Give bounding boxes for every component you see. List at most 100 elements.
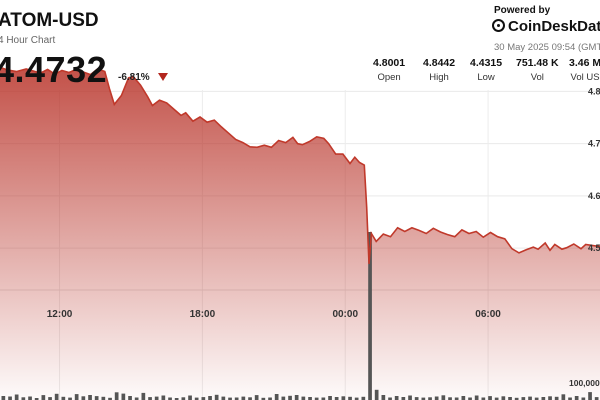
volume-bar [541,397,546,400]
volume-bar [81,396,86,400]
volume-bar [28,396,32,400]
volume-bar [108,397,112,400]
stat-vol-label: Vol [530,72,544,83]
volume-bar [368,232,372,400]
volume-bar [148,397,152,400]
volume-bar [561,394,566,400]
chart-subtitle: 4 Hour Chart [0,35,56,46]
stat-open-value: 4.8001 [373,57,406,69]
current-price: 4.4732 [0,49,108,90]
volume-bar [214,394,219,400]
stat-high-label: High [429,72,449,83]
stat-open-label: Open [377,72,401,83]
volume-bar [201,397,206,400]
volume-bar [254,395,259,400]
volume-bar [94,396,99,400]
volume-bar [168,397,172,400]
volume-bar [421,397,426,400]
brand-logo: CoinDeskData [492,18,600,35]
volume-bar [308,397,312,400]
volume-bar [441,395,446,400]
stat-high: 4.8442 High [423,57,455,83]
volume-bar [261,397,266,400]
volume-bar [54,393,59,400]
volume-bar [328,396,332,400]
volume-bar [134,397,139,400]
volume-bar [101,396,106,400]
y-tick-label: 4.6 [588,191,600,201]
volume-bar [114,392,119,400]
volume-bar [468,397,472,400]
volume-bar [434,396,439,400]
volume-bar [568,397,572,400]
stat-open: 4.8001 Open [373,57,405,83]
price-area [0,67,600,400]
volume-bar [581,397,586,400]
triangle-down-icon [158,73,168,81]
volume-bar [128,396,132,400]
volume-bar [1,396,6,400]
x-tick-label: 06:00 [475,309,501,320]
volume-bar [241,396,246,400]
stat-low: 4.4315 Low [470,57,502,83]
volume-bar [228,397,232,400]
volume-bars [1,232,599,400]
volume-bar [381,395,386,400]
volume-bar [268,397,272,400]
volume-bar [194,397,199,400]
volume-bar [401,397,406,400]
volume-bar [301,396,306,400]
volume-bar [594,397,599,400]
volume-bar [334,397,339,400]
chart-title: ATOM-USD [0,10,99,31]
volume-bar [34,398,39,400]
volume-bar [348,396,352,400]
volume-bar [574,396,579,400]
y-tick-label: 4.5 [588,243,600,253]
chart-axes: 12:00 18:00 00:00 06:00 4.5 4.6 4.7 4.8 100,000 [47,86,600,388]
x-tick-label: 12:00 [47,309,73,320]
volume-bar [394,396,399,400]
volume-bar [461,396,466,400]
volume-bar [374,389,379,400]
volume-bar [481,397,486,400]
stat-vol-usd-label: Vol US [570,72,600,83]
volume-bar [41,395,46,400]
brand-name: CoinDeskData [508,18,600,35]
stat-low-value: 4.4315 [470,57,503,69]
stat-vol-usd-value: 3.46 M [569,57,600,69]
volume-bar [321,397,326,400]
x-tick-label: 00:00 [332,309,358,320]
volume-bar [361,396,366,400]
volume-bar [428,397,432,400]
x-tick-label: 18:00 [190,309,216,320]
volume-bar [188,395,192,400]
volume-bar [521,397,526,400]
volume-bar [14,394,19,400]
volume-bar [488,396,492,400]
stat-vol-value: 751.48 K [516,57,559,69]
volume-bar [234,397,239,400]
coindesk-logo-icon [492,19,505,32]
volume-bar [528,396,532,400]
volume-bar [221,396,226,400]
volume-bar [288,395,292,400]
volume-bar [494,397,499,400]
volume-bar [388,397,392,400]
volume-bar [314,397,319,400]
volume-bar [141,392,146,400]
volume-bar [48,397,52,400]
volume-bar [88,395,92,400]
timestamp: 30 May 2025 09:54 (GMT [494,42,600,53]
volume-bar [408,395,412,400]
volume-bar [174,398,179,400]
volume-bar [548,396,552,400]
volume-bar [501,396,506,400]
powered-by-label: Powered by [494,5,551,16]
volume-bar [161,395,166,400]
price-change: -6.81% [118,72,150,83]
volume-bar [154,396,159,400]
volume-bar [294,395,299,400]
stat-high-value: 4.8442 [423,57,456,69]
volume-bar [248,397,252,400]
